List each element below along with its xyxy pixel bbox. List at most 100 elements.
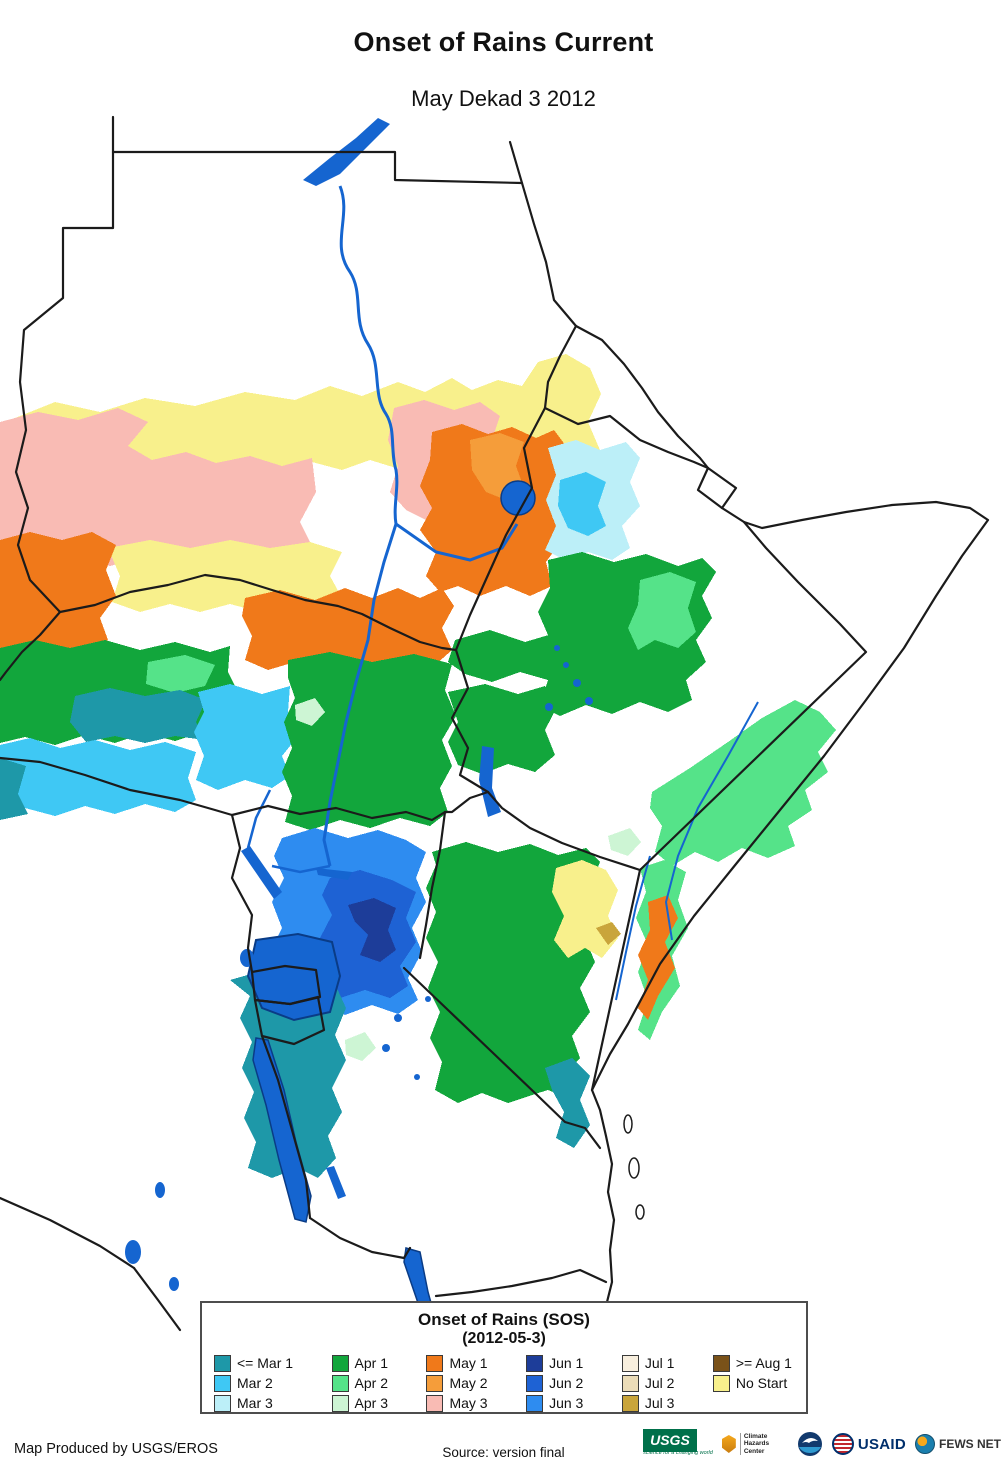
map-legend: Onset of Rains (SOS) (2012-05-3) <= Mar … (200, 1301, 808, 1414)
raster-jun1-core (348, 898, 396, 962)
border-sudan-ethiopia (454, 406, 547, 652)
chc-logo-text: Climate Hazards Center (739, 1432, 788, 1456)
fewsnet-logo: FEWS NET (915, 1434, 1001, 1454)
legend-label: Jul 2 (644, 1375, 675, 1392)
raster-may3-west (0, 408, 316, 566)
legend-swatch (331, 1374, 349, 1392)
raster-apr1-sw-ethiopia (448, 684, 558, 774)
blue-nile-river (395, 522, 519, 562)
legend-swatch (621, 1394, 639, 1412)
rift-lake-3 (573, 679, 581, 687)
tz-lake-3 (382, 1044, 390, 1052)
chc-shield-icon (721, 1435, 736, 1453)
noaa-logo (797, 1431, 823, 1457)
victoria-nile-river (271, 864, 331, 874)
source-text: Source: version final (442, 1445, 565, 1460)
border-southsudan-drc (0, 756, 234, 817)
border-coastline (508, 140, 990, 1308)
sw-lake-2 (169, 1277, 179, 1291)
fewsnet-logo-text: FEWS NET (939, 1437, 1001, 1451)
raster-apr2-west-small (146, 655, 215, 693)
lake-tanganyika (252, 1037, 312, 1223)
raster-may1-west-band (0, 532, 116, 657)
raster-may1-central-band (242, 588, 454, 670)
border-drc-zambia-a (0, 1196, 136, 1270)
raster-apr3-speck-c (345, 1032, 376, 1061)
legend-swatch (526, 1354, 544, 1372)
legend-label: Jun 3 (549, 1395, 584, 1412)
legend-swatch (426, 1354, 444, 1372)
legend-swatch (214, 1374, 231, 1392)
legend-col-mar: <= Mar 1 Mar 2 Mar 3 (214, 1354, 293, 1412)
legend-item: Jun 3 (526, 1394, 584, 1412)
raster-may1-northeast (420, 424, 568, 596)
border-kenya-tanzania (402, 966, 602, 1150)
border-southsudan-uganda-kenya (230, 804, 447, 822)
legend-swatch (621, 1374, 639, 1392)
lake-mweru (125, 1240, 141, 1264)
legend-swatch (426, 1394, 444, 1412)
legend-item: Jul 3 (621, 1394, 675, 1412)
usaid-logo: USAID (831, 1433, 906, 1455)
rift-lake-2 (563, 662, 569, 668)
raster-apr1-border-mid (448, 630, 560, 682)
legend-label: >= Aug 1 (735, 1355, 792, 1372)
legend-item: May 1 (426, 1354, 488, 1372)
legend-col-jun: Jun 1 Jun 2 Jun 3 (526, 1354, 584, 1412)
logo-row: USGS science for a changing world Climat… (639, 1429, 1001, 1457)
legend-item: May 2 (426, 1374, 488, 1392)
border-ethiopia-somalia (638, 520, 868, 872)
legend-swatch (712, 1354, 730, 1372)
legend-swatch (331, 1354, 349, 1372)
border-southsudan-ethiopia (450, 648, 490, 794)
lake-victoria (246, 932, 342, 1022)
border-djibouti (696, 466, 724, 510)
usgs-tagline: science for a changing world (643, 1450, 713, 1456)
legend-item: Jun 2 (526, 1374, 583, 1392)
tz-lake-1 (394, 1014, 402, 1022)
page-subtitle: May Dekad 3 2012 (411, 86, 596, 111)
raster-mar1-left-edge (0, 758, 28, 820)
raster-apr1-central-big (282, 652, 456, 830)
legend-label: Mar 3 (237, 1395, 273, 1412)
rift-lake-1 (554, 645, 560, 651)
raster-apr3-speck-a (295, 698, 325, 726)
legend-swatch (214, 1354, 231, 1372)
rift-lake-4 (585, 697, 593, 705)
raster-layer (0, 354, 836, 1178)
border-uganda-kenya (418, 810, 447, 960)
raster-mar1-west-patches (70, 688, 206, 743)
border-sudan-southsudan (58, 573, 458, 652)
raster-mar2-ethiopia (558, 472, 606, 536)
lake-kyoga (316, 868, 352, 880)
legend-label: Apr 2 (354, 1375, 388, 1392)
legend-swatch (621, 1354, 639, 1372)
border-tanzania-mozambique (434, 1268, 608, 1298)
legend-swatch (331, 1394, 349, 1412)
shabelle-river (664, 701, 759, 941)
border-kenya-somalia (590, 868, 642, 1092)
legend-label: Jul 3 (644, 1395, 675, 1412)
juba-river (615, 855, 651, 1001)
usgs-logo-text: USGS (643, 1429, 697, 1452)
legend-item: Apr 1 (331, 1354, 388, 1372)
border-layer (0, 115, 990, 1332)
legend-swatch (214, 1394, 231, 1412)
border-tanzania-west (260, 1034, 312, 1220)
legend-col-apr: Apr 1 Apr 2 Apr 3 (331, 1354, 388, 1412)
legend-col-may: May 1 May 2 May 3 (426, 1354, 488, 1412)
raster-apr1-kenya (426, 842, 600, 1103)
fews-globe-icon (915, 1434, 935, 1454)
legend-subtitle: (2012-05-3) (462, 1329, 546, 1347)
legend-label: Mar 2 (237, 1375, 273, 1392)
legend-swatch (712, 1374, 730, 1392)
legend-title: Onset of Rains (SOS) (418, 1310, 590, 1329)
page-title: Onset of Rains Current (353, 27, 654, 57)
zanzibar-island (628, 1157, 640, 1179)
lake-kivu (240, 949, 254, 967)
legend-item: Jun 1 (526, 1354, 583, 1372)
lake-abaya (545, 703, 553, 711)
raster-apr2-ethiopia-east (628, 572, 696, 650)
produced-by-text: Map Produced by USGS/EROS (14, 1441, 218, 1457)
